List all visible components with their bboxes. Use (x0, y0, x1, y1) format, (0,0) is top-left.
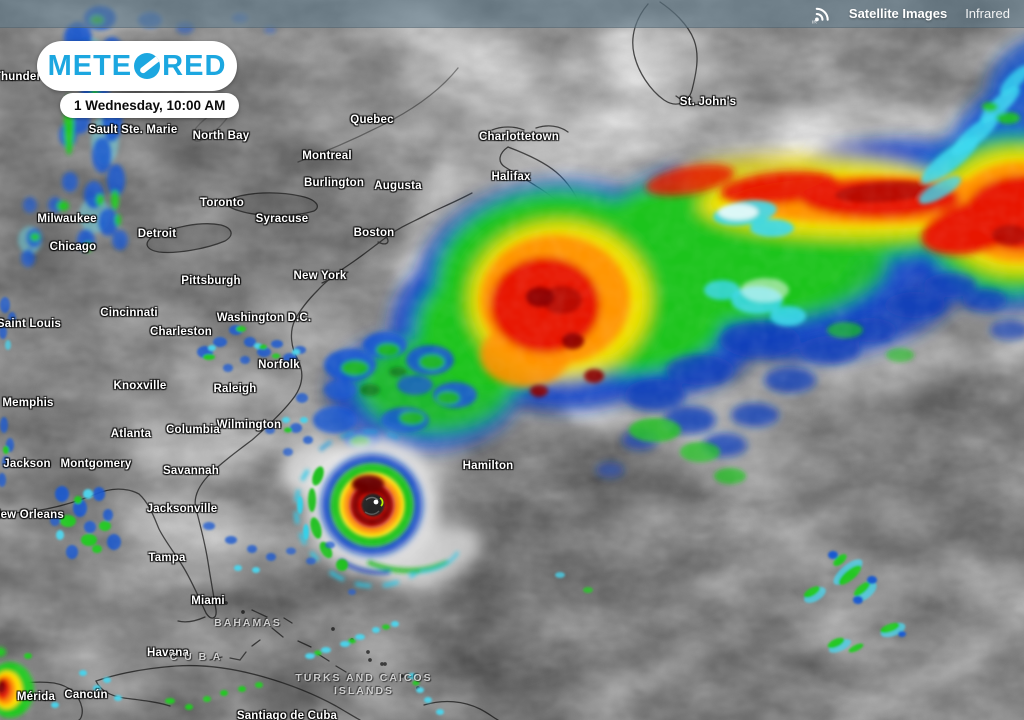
top-menu-bar: IR Satellite Images Infrared (0, 0, 1024, 28)
satellite-ir-icon: IR (812, 7, 829, 24)
timestamp-text: 1 Wednesday, 10:00 AM (74, 98, 226, 113)
svg-text:IR: IR (812, 19, 817, 24)
logo-o-icon (134, 53, 161, 79)
timestamp-pill[interactable]: 1 Wednesday, 10:00 AM (60, 93, 240, 118)
logo-text-right: RED (162, 49, 227, 82)
menu-infrared[interactable]: Infrared (965, 6, 1010, 21)
menu-satellite-images[interactable]: Satellite Images (848, 6, 948, 21)
meteored-logo[interactable]: METE RED (37, 41, 237, 91)
logo-text-left: METE (47, 49, 133, 82)
